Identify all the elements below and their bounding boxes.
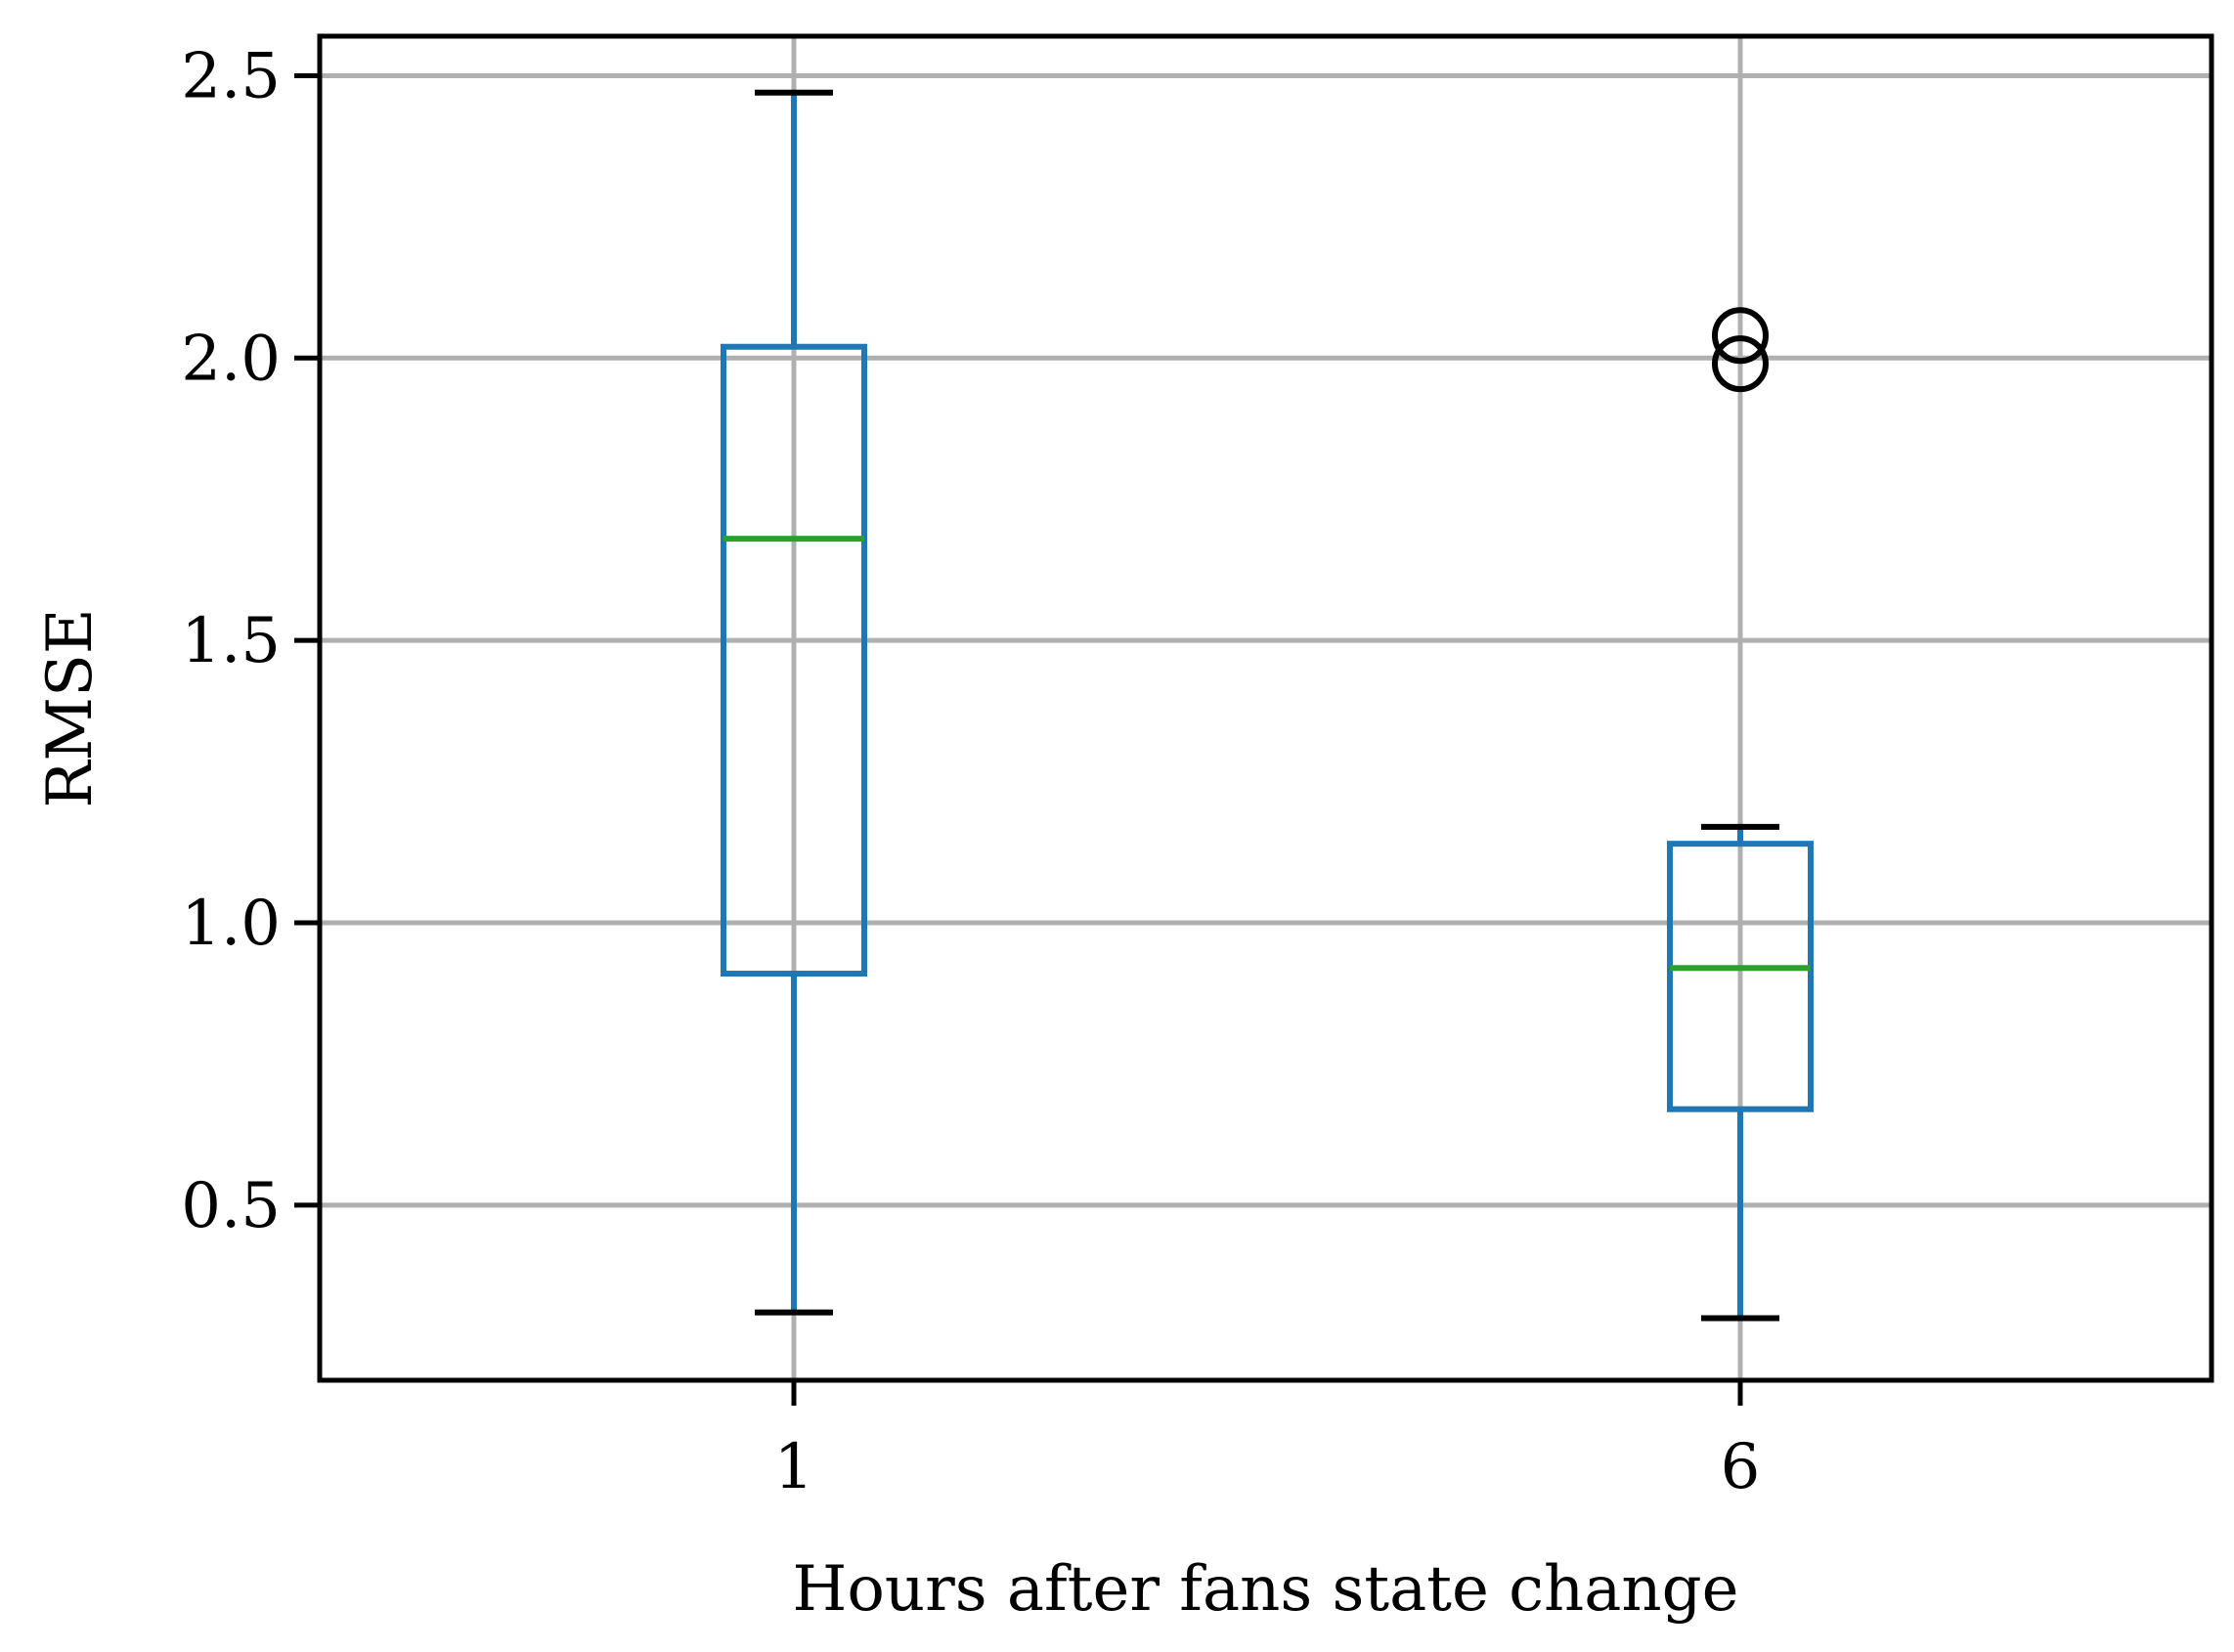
y-tick-label: 0.5 [181, 1170, 281, 1242]
outlier-point [1712, 335, 1769, 393]
y-tick-label: 2.0 [181, 323, 281, 395]
boxes [721, 89, 1814, 1322]
box-group-1 [721, 89, 867, 1316]
y-tick-label: 1.5 [181, 605, 281, 677]
box-group-6 [1667, 307, 1814, 1322]
x-tick-label: 6 [1721, 1431, 1761, 1503]
x-tick-label: 1 [774, 1431, 814, 1503]
x-axis-label: Hours after fans state change [793, 1553, 1739, 1626]
plot-frame [317, 33, 2214, 1383]
iqr-box [721, 343, 867, 978]
y-tick-label: 2.5 [181, 40, 281, 112]
y-tick-label: 1.0 [181, 888, 281, 960]
y-axis-label: RMSE [34, 608, 107, 807]
outlier-point [1712, 307, 1769, 365]
iqr-box [1667, 841, 1814, 1112]
grid-lines [320, 36, 2212, 1380]
y-axis: 0.5 1.0 1.5 2.0 2.5 [181, 40, 320, 1242]
